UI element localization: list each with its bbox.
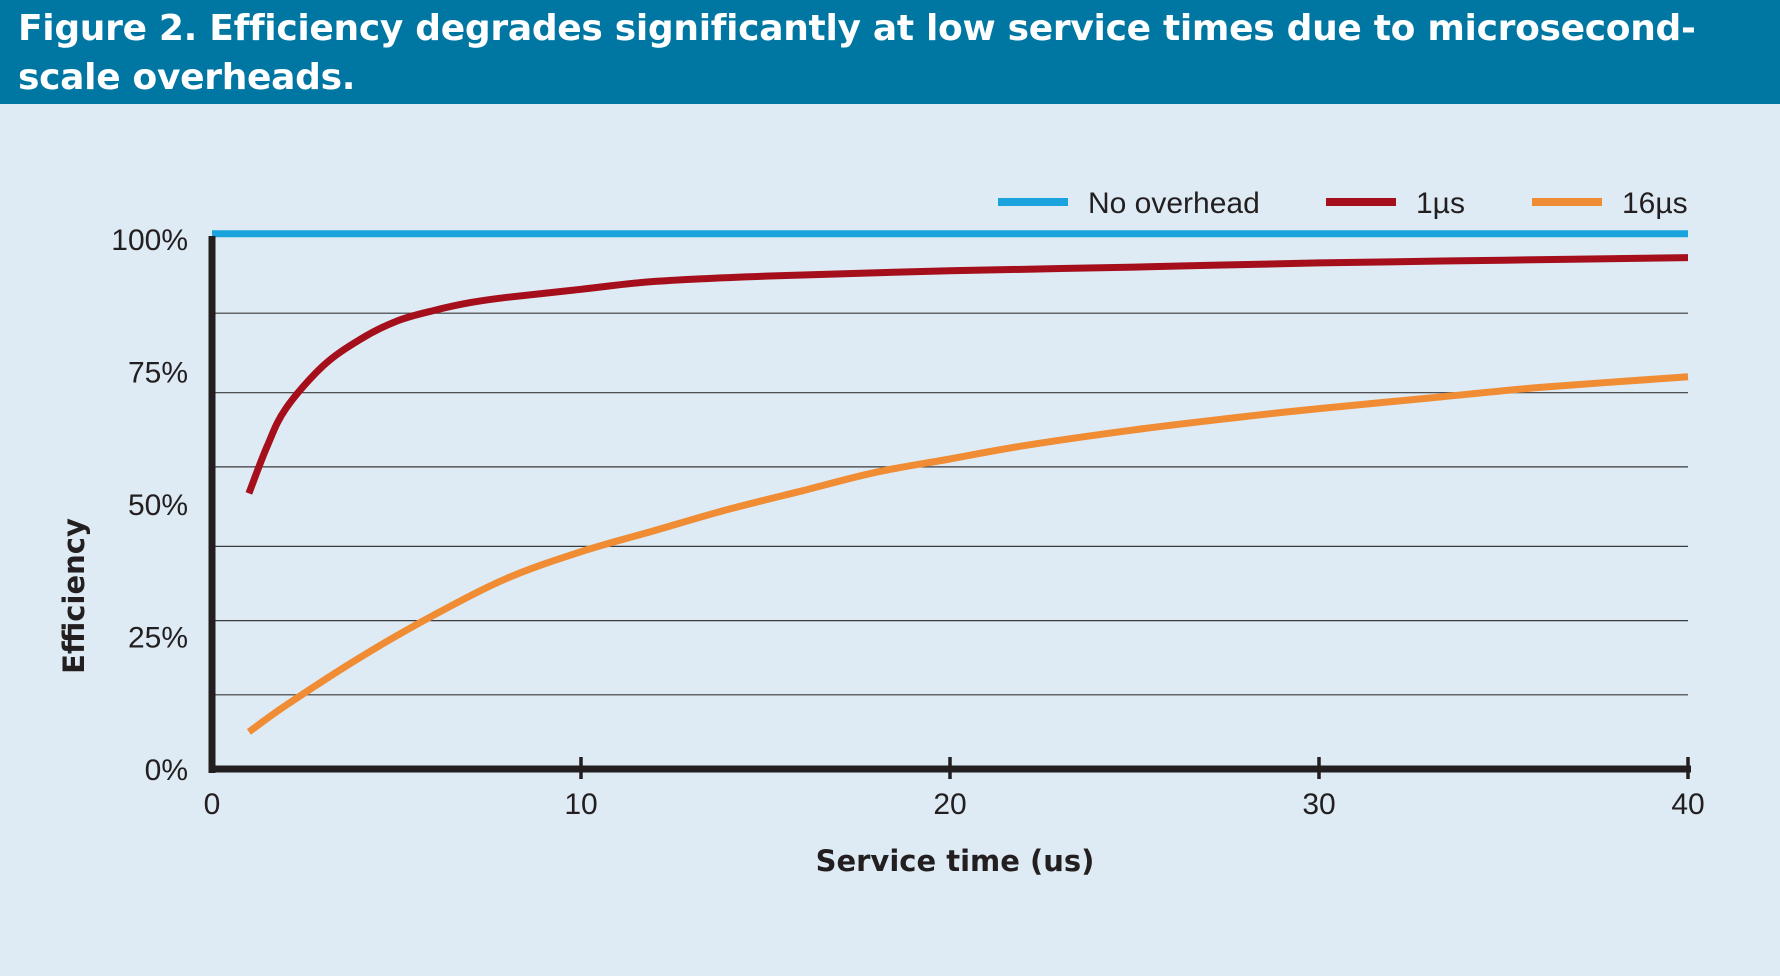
x-tick-label-10: 10 [564, 788, 597, 821]
series-lines [212, 230, 1689, 735]
x-tick-label-0: 0 [204, 788, 221, 821]
y-tick-label-0: 0% [145, 754, 188, 787]
legend: No overhead 1µs 16µs [998, 187, 1688, 220]
axes [208, 236, 1691, 779]
x-tick-label-20: 20 [933, 788, 966, 821]
x-axis-title: Service time (us) [816, 844, 1095, 878]
legend-label-1us: 1µs [1416, 187, 1465, 220]
line-chart: 0% 25% 50% 75% 100% 0 10 20 30 40 No overhead 1µs… [57, 187, 1705, 878]
y-tick-labels: 0% 25% 50% 75% 100% [111, 224, 188, 787]
legend-label-no-overhead: No overhead [1088, 187, 1260, 220]
legend-label-16us: 16µs [1622, 187, 1688, 220]
x-tick-labels: 0 10 20 30 40 [204, 788, 1705, 821]
x-tick-label-30: 30 [1302, 788, 1335, 821]
y-tick-label-25: 25% [128, 622, 188, 655]
figure-header: Figure 2. Efficiency degrades significan… [0, 0, 1780, 104]
figure-title: Figure 2. Efficiency degrades significan… [18, 8, 1696, 98]
series-line-16us [246, 373, 1689, 735]
y-tick-label-50: 50% [128, 489, 188, 522]
y-tick-label-75: 75% [128, 357, 188, 390]
x-tick-label-40: 40 [1671, 788, 1704, 821]
y-tick-label-100: 100% [111, 224, 188, 257]
y-axis-title: Efficiency [57, 518, 91, 674]
grid-lines [212, 312, 1688, 696]
series-line-1us [245, 254, 1689, 495]
